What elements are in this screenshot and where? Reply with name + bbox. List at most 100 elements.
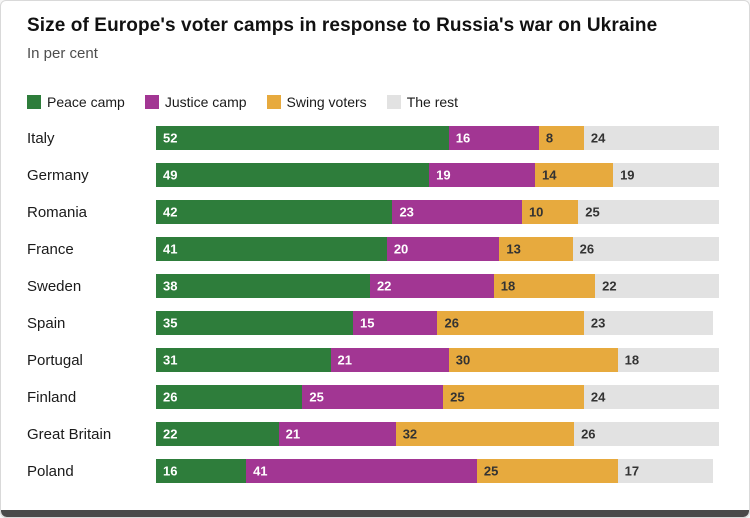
bar-segment: 42 bbox=[156, 200, 393, 224]
value-label: 25 bbox=[450, 389, 465, 405]
bar-segment: 30 bbox=[448, 348, 618, 372]
value-label: 14 bbox=[542, 167, 557, 183]
value-label: 26 bbox=[581, 426, 596, 442]
bar-segment: 21 bbox=[278, 422, 396, 446]
value-label: 18 bbox=[500, 278, 516, 294]
value-label: 16 bbox=[455, 130, 471, 146]
value-label: 18 bbox=[624, 352, 640, 368]
bar-segment: 25 bbox=[443, 385, 584, 409]
value-label: 25 bbox=[483, 463, 499, 479]
legend-label: Swing voters bbox=[286, 94, 367, 110]
bar-segment: 25 bbox=[302, 385, 444, 409]
bar-segment: 26 bbox=[572, 237, 719, 261]
chart-row: Germany 49 19 14 19 bbox=[27, 163, 719, 187]
chart-subtitle: In per cent bbox=[27, 45, 98, 62]
bar-segment: 19 bbox=[429, 163, 536, 187]
value-label: 41 bbox=[253, 463, 268, 479]
bar-segment: 21 bbox=[330, 348, 449, 372]
chart-rows: Italy 52 16 8 24 Germany 49 19 14 19 Romania 42 23 10… bbox=[27, 126, 719, 483]
chart-row: France 41 20 13 26 bbox=[27, 237, 719, 261]
bar-segment: 20 bbox=[386, 237, 500, 261]
bar-segment: 25 bbox=[578, 200, 719, 224]
bar-segment: 52 bbox=[156, 126, 449, 150]
value-label: 49 bbox=[163, 167, 178, 183]
value-label: 21 bbox=[285, 426, 301, 442]
legend: Peace camp Justice camp Swing voters The re… bbox=[27, 94, 719, 110]
category-label: Finland bbox=[27, 388, 77, 406]
chart-row: Romania 42 23 10 25 bbox=[27, 200, 719, 224]
stacked-bar: 42 23 10 25 bbox=[156, 200, 719, 224]
chart-row: Finland 26 25 25 24 bbox=[27, 385, 719, 409]
chart-title: Size of Europe's voter camps in response… bbox=[27, 15, 658, 36]
bar-segment: 16 bbox=[448, 126, 539, 150]
chart-row: Portugal 31 21 30 18 bbox=[27, 348, 719, 372]
bar-segment: 16 bbox=[156, 459, 247, 483]
category-label: Portugal bbox=[27, 351, 83, 369]
bar-segment: 15 bbox=[353, 311, 438, 335]
value-label: 19 bbox=[620, 167, 635, 183]
stacked-bar: 35 15 26 23 bbox=[156, 311, 719, 335]
bar-segment: 26 bbox=[574, 422, 719, 446]
value-label: 8 bbox=[545, 130, 554, 146]
bar-segment: 26 bbox=[437, 311, 584, 335]
legend-item: Justice camp bbox=[144, 94, 247, 110]
bar-segment: 8 bbox=[538, 126, 584, 150]
value-label: 26 bbox=[444, 315, 459, 331]
value-label: 26 bbox=[163, 389, 178, 405]
value-label: 20 bbox=[393, 241, 409, 257]
bar-segment: 13 bbox=[499, 237, 573, 261]
category-label: Romania bbox=[27, 203, 88, 221]
stacked-bar: 38 22 18 22 bbox=[156, 274, 719, 298]
chart-row: Italy 52 16 8 24 bbox=[27, 126, 719, 150]
chart-row: Spain 35 15 26 23 bbox=[27, 311, 719, 335]
value-label: 38 bbox=[163, 278, 178, 294]
value-label: 23 bbox=[399, 204, 414, 220]
stacked-bar: 16 41 25 17 bbox=[156, 459, 719, 483]
value-label: 24 bbox=[590, 130, 606, 146]
bar-segment: 41 bbox=[156, 237, 387, 261]
value-label: 13 bbox=[506, 241, 521, 257]
bar-segment: 32 bbox=[395, 422, 575, 446]
bar-segment: 14 bbox=[535, 163, 614, 187]
value-label: 52 bbox=[163, 130, 178, 146]
value-label: 32 bbox=[402, 426, 418, 442]
value-label: 25 bbox=[585, 204, 600, 220]
bar-segment: 10 bbox=[521, 200, 579, 224]
bar-segment: 22 bbox=[369, 274, 494, 298]
category-label: Italy bbox=[27, 129, 55, 147]
category-label: Sweden bbox=[27, 277, 82, 295]
value-label: 31 bbox=[163, 352, 178, 368]
value-label: 16 bbox=[163, 463, 178, 479]
stacked-bar: 49 19 14 19 bbox=[156, 163, 719, 187]
bar-segment: 49 bbox=[156, 163, 430, 187]
legend-swatch bbox=[27, 95, 41, 109]
value-label: 25 bbox=[309, 389, 324, 405]
bar-segment: 23 bbox=[392, 200, 522, 224]
value-label: 17 bbox=[624, 463, 640, 479]
value-label: 26 bbox=[579, 241, 595, 257]
stacked-bar: 22 21 32 26 bbox=[156, 422, 719, 446]
chart-row: Poland 16 41 25 17 bbox=[27, 459, 719, 483]
value-label: 42 bbox=[163, 204, 178, 220]
bar-segment: 35 bbox=[156, 311, 354, 335]
bar-segment: 22 bbox=[156, 422, 279, 446]
bar-segment: 17 bbox=[617, 459, 714, 483]
chart-row: Great Britain 22 21 32 26 bbox=[27, 422, 719, 446]
category-label: Spain bbox=[27, 314, 66, 332]
value-label: 22 bbox=[163, 426, 178, 442]
value-label: 15 bbox=[360, 315, 375, 331]
category-label: Great Britain bbox=[27, 425, 112, 443]
stacked-bar: 52 16 8 24 bbox=[156, 126, 719, 150]
category-label: Germany bbox=[27, 166, 89, 184]
value-label: 24 bbox=[590, 389, 606, 405]
value-label: 35 bbox=[163, 315, 178, 331]
card-bottom-edge bbox=[1, 510, 749, 517]
legend-item: The rest bbox=[386, 94, 458, 110]
legend-swatch bbox=[386, 95, 401, 109]
bar-segment: 19 bbox=[613, 163, 719, 187]
stacked-bar: 26 25 25 24 bbox=[156, 385, 719, 409]
stacked-bar: 41 20 13 26 bbox=[156, 237, 719, 261]
bar-segment: 24 bbox=[583, 126, 719, 150]
value-label: 21 bbox=[337, 352, 352, 368]
value-label: 30 bbox=[455, 352, 471, 368]
